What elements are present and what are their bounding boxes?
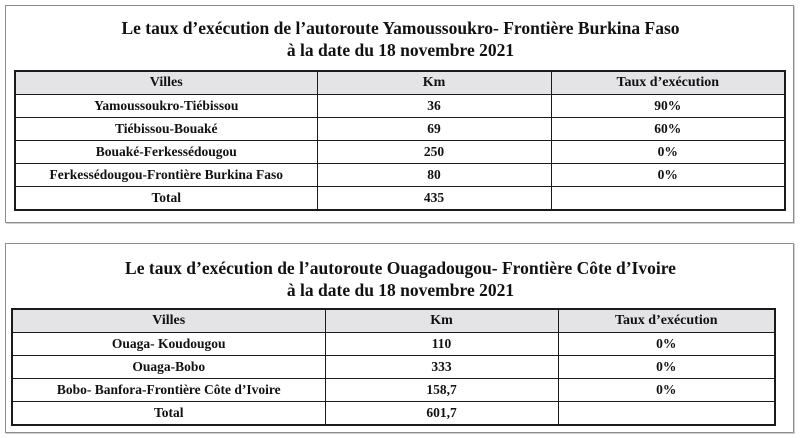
title-line-2: à la date du 18 novembre 2021 [286,40,515,61]
cell-km: 333 [324,355,559,379]
cell-km: 69 [316,117,552,141]
table-row: Ouaga- Koudougou 110 0% [11,332,776,356]
cell-taux: 0% [550,140,786,164]
column-header-taux: Taux d’exécution [550,70,786,95]
cell-taux: 0% [557,378,776,402]
table-total-row: Total 601,7 [11,401,776,426]
cell-total-label: Total [11,401,326,426]
execution-rate-table-yamoussoukro: Villes Km Taux d’exécution Yamoussoukro-… [14,70,786,211]
table-row: Ferkessédougou-Frontière Burkina Faso 80… [14,163,786,187]
table-total-row: Total 435 [14,186,786,211]
cell-ville: Ferkessédougou-Frontière Burkina Faso [14,163,318,187]
cell-km: 36 [316,94,552,118]
cell-taux: 90% [550,94,786,118]
cell-total-taux-empty [550,186,786,211]
table-row: Bouaké-Ferkessédougou 250 0% [14,140,786,164]
column-header-taux: Taux d’exécution [557,308,776,333]
table-row: Bobo- Banfora-Frontière Côte d’Ivoire 15… [11,378,776,402]
column-header-villes: Villes [11,308,326,333]
column-header-km: Km [324,308,559,333]
cell-total-km: 435 [316,186,552,211]
table-row: Tiébissou-Bouaké 69 60% [14,117,786,141]
cell-ville: Yamoussoukro-Tiébissou [14,94,318,118]
title-line-1: Le taux d’exécution de l’autoroute Yamou… [121,18,680,38]
column-header-villes: Villes [14,70,318,95]
cell-taux: 0% [557,355,776,379]
table-title-yamoussoukro: Le taux d’exécution de l’autoroute Yamou… [6,17,795,62]
cell-total-taux-empty [557,401,776,426]
title-line-1: Le taux d’exécution de l’autoroute Ouaga… [125,258,676,278]
table-panel-ouagadougou: Le taux d’exécution de l’autoroute Ouaga… [5,243,794,433]
cell-total-km: 601,7 [324,401,559,426]
cell-taux: 60% [550,117,786,141]
title-line-2: à la date du 18 novembre 2021 [286,280,515,301]
cell-km: 250 [316,140,552,164]
table-header-row: Villes Km Taux d’exécution [14,70,786,95]
cell-taux: 0% [557,332,776,356]
cell-ville: Tiébissou-Bouaké [14,117,318,141]
cell-ville: Bobo- Banfora-Frontière Côte d’Ivoire [11,378,326,402]
cell-ville: Ouaga- Koudougou [11,332,326,356]
cell-ville: Bouaké-Ferkessédougou [14,140,318,164]
cell-km: 158,7 [324,378,559,402]
cell-ville: Ouaga-Bobo [11,355,326,379]
table-header-row: Villes Km Taux d’exécution [11,308,776,333]
execution-rate-table-ouagadougou: Villes Km Taux d’exécution Ouaga- Koudou… [11,308,776,426]
cell-taux: 0% [550,163,786,187]
cell-km: 80 [316,163,552,187]
table-panel-yamoussoukro: Le taux d’exécution de l’autoroute Yamou… [5,5,794,223]
column-header-km: Km [316,70,552,95]
cell-total-label: Total [14,186,318,211]
table-row: Yamoussoukro-Tiébissou 36 90% [14,94,786,118]
table-title-ouagadougou: Le taux d’exécution de l’autoroute Ouaga… [6,257,795,302]
table-row: Ouaga-Bobo 333 0% [11,355,776,379]
cell-km: 110 [324,332,559,356]
